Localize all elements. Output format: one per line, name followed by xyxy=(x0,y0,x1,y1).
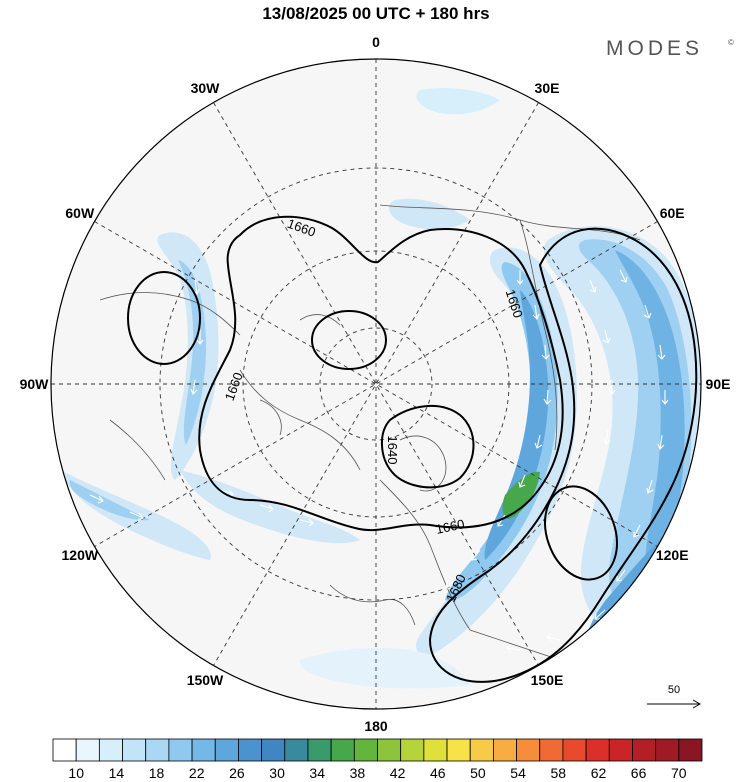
colorbar-swatch xyxy=(492,738,517,762)
colorbar-label: 70 xyxy=(671,765,687,781)
colorbar-swatch xyxy=(75,738,100,762)
colorbar-swatch xyxy=(353,738,378,762)
longitude-label: 0 xyxy=(372,34,380,50)
colorbar-swatch xyxy=(214,738,239,762)
colorbar-swatch xyxy=(191,738,216,762)
colorbar-swatch xyxy=(608,738,633,762)
colorbar-label: 66 xyxy=(631,765,647,781)
colorbar-label: 34 xyxy=(309,765,325,781)
colorbar-swatch xyxy=(98,738,123,762)
contour-label: 1640 xyxy=(385,436,400,465)
colorbar: 10 14 18 22 26 30 34 38 42 46 50 54 58 62 66 70 xyxy=(52,738,703,781)
longitude-label: 30E xyxy=(535,80,560,96)
brand-copyright-mark: © xyxy=(728,38,734,47)
colorbar-swatch xyxy=(678,738,703,762)
colorbar-label: 58 xyxy=(551,765,567,781)
colorbar-swatch xyxy=(400,738,425,762)
longitude-labels: 180 150E 120E 90E 60E 30E 0 30W 60W 90W 120W 150W xyxy=(20,34,731,734)
height-contours xyxy=(127,215,698,683)
colorbar-label: 38 xyxy=(350,765,366,781)
longitude-label: 150E xyxy=(531,672,564,688)
longitude-label: 90E xyxy=(706,376,731,392)
longitude-label: 180 xyxy=(364,718,388,734)
wind-vectors xyxy=(89,269,669,653)
colorbar-swatch xyxy=(585,738,610,762)
colorbar-swatch xyxy=(238,738,263,762)
longitude-label: 120W xyxy=(62,547,99,563)
reference-arrow-head xyxy=(692,699,702,709)
colorbar-label: 30 xyxy=(269,765,285,781)
colorbar-swatch xyxy=(284,738,309,762)
reference-vector-label: 50 xyxy=(668,684,680,696)
longitude-label: 150W xyxy=(187,672,224,688)
colorbar-swatch xyxy=(516,738,541,762)
colorbar-swatch xyxy=(469,738,494,762)
colorbar-swatch xyxy=(655,738,680,762)
brand-logo: MODES xyxy=(606,37,703,60)
colorbar-label: 54 xyxy=(510,765,526,781)
reference-vector: 50 xyxy=(647,684,702,709)
colorbar-swatch xyxy=(330,738,355,762)
map-title: 13/08/2025 00 UTC + 180 hrs xyxy=(262,4,489,23)
longitude-label: 60E xyxy=(660,205,685,221)
map-border xyxy=(50,58,702,710)
colorbar-label: 22 xyxy=(189,765,205,781)
contour-label: 1660 xyxy=(434,516,465,537)
longitude-label: 60W xyxy=(65,205,95,221)
colorbar-swatch xyxy=(632,738,657,762)
colorbar-label: 50 xyxy=(470,765,486,781)
longitude-label: 90W xyxy=(20,376,50,392)
colorbar-swatch xyxy=(145,738,170,762)
longitude-label: 30W xyxy=(191,80,221,96)
colorbar-label: 46 xyxy=(430,765,446,781)
colorbar-swatch xyxy=(122,738,147,762)
colorbar-swatch xyxy=(261,738,286,762)
colorbar-label: 18 xyxy=(149,765,165,781)
colorbar-swatch xyxy=(168,738,193,762)
colorbar-swatch xyxy=(423,738,448,762)
colorbar-swatch xyxy=(562,738,587,762)
colorbar-label: 42 xyxy=(390,765,406,781)
longitude-label: 120E xyxy=(656,547,689,563)
colorbar-label: 62 xyxy=(591,765,607,781)
colorbar-swatch xyxy=(307,738,332,762)
colorbar-label: 14 xyxy=(109,765,125,781)
colorbar-swatch xyxy=(52,738,77,762)
colorbar-swatch xyxy=(539,738,564,762)
colorbar-label: 10 xyxy=(68,765,84,781)
graticule xyxy=(51,59,701,709)
colorbar-swatch xyxy=(377,738,402,762)
colorbar-label: 26 xyxy=(229,765,245,781)
colorbar-swatch xyxy=(446,738,471,762)
